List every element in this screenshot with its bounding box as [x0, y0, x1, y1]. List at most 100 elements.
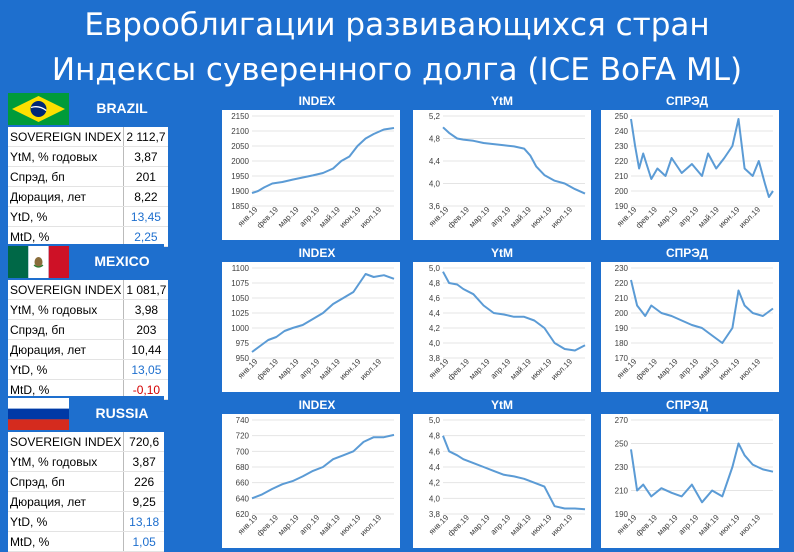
x-tick-label: фев.19 — [634, 357, 659, 382]
y-tick-label: 2050 — [231, 142, 249, 151]
stat-label: YtM, % годовых — [8, 451, 124, 472]
x-tick-label: фев.19 — [634, 205, 659, 230]
stat-value: 2 112,7 — [123, 127, 168, 147]
y-tick-label: 210 — [615, 294, 629, 303]
x-tick-label: мар.19 — [276, 357, 301, 382]
y-tick-label: 190 — [615, 324, 629, 333]
y-tick-label: 4,8 — [429, 279, 441, 288]
y-tick-label: 975 — [236, 339, 250, 348]
x-tick-label: фев.19 — [446, 513, 471, 538]
x-tick-label: фев.19 — [634, 513, 659, 538]
x-tick-label: май.19 — [508, 513, 533, 538]
country-name: RUSSIA — [95, 405, 149, 421]
stat-label: YtD, % — [8, 206, 124, 227]
stat-label: Спрэд, бп — [8, 319, 124, 340]
x-tick-label: июл.19 — [549, 513, 574, 538]
country-name: BRAZIL — [96, 100, 148, 116]
stat-label: Дюрация, лет — [8, 491, 124, 512]
y-tick-label: 190 — [615, 510, 629, 519]
russia-spread-chart: 190 210 230 250 270 янв.19 фев.19 мар.19 апр.19 м… — [601, 414, 779, 548]
table-row: Спрэд, бп 226 — [8, 471, 164, 492]
stat-value: 13,05 — [123, 359, 169, 380]
x-tick-label: фев.19 — [446, 357, 471, 382]
stat-label: SOVEREIGN INDEX — [8, 432, 124, 452]
y-tick-label: 240 — [615, 127, 629, 136]
series-line — [251, 433, 395, 500]
stat-value: 720,6 — [123, 432, 164, 452]
stat-value: 3,87 — [123, 146, 168, 167]
stat-label: Дюрация, лет — [8, 186, 124, 207]
series-line — [251, 127, 395, 195]
table-row: YtM, % годовых 3,87 — [8, 146, 168, 167]
y-tick-label: 2100 — [231, 127, 249, 136]
chart-title: YtM — [491, 94, 513, 108]
y-tick-label: 210 — [615, 172, 629, 181]
y-tick-label: 720 — [236, 432, 250, 441]
y-tick-label: 740 — [236, 416, 250, 425]
y-tick-label: 250 — [615, 440, 629, 449]
y-tick-label: 4,0 — [429, 339, 441, 348]
table-row: Дюрация, лет 10,44 — [8, 339, 169, 360]
page-title-line-2: Индексы суверенного долга (ICE BoFA ML) — [51, 52, 743, 88]
stats-table: SOVEREIGN INDEX 720,6 YtM, % годовых 3,87 … — [8, 432, 164, 552]
x-tick-label: июн.19 — [529, 205, 554, 230]
table-row: SOVEREIGN INDEX 720,6 — [8, 432, 164, 452]
y-tick-label: 3,6 — [429, 202, 441, 211]
x-tick-label: июн.19 — [338, 205, 363, 230]
x-tick-label: май.19 — [508, 357, 533, 382]
series-line — [442, 271, 586, 352]
stat-label: Спрэд, бп — [8, 471, 124, 492]
y-tick-label: 1850 — [231, 202, 249, 211]
series-line — [630, 118, 774, 198]
table-row: Дюрация, лет 8,22 — [8, 186, 168, 207]
chart-title: INDEX — [298, 246, 336, 260]
x-tick-label: фев.19 — [255, 513, 280, 538]
brazil-flag-icon — [8, 93, 69, 125]
stat-value: 9,25 — [123, 491, 164, 512]
stat-value: 3,98 — [123, 299, 169, 320]
x-tick-label: июл.19 — [358, 205, 383, 230]
x-tick-label: фев.19 — [255, 205, 280, 230]
chart-title: YtM — [491, 246, 513, 260]
x-tick-label: фев.19 — [255, 357, 280, 382]
y-tick-label: 3,8 — [429, 510, 441, 519]
x-tick-label: июл.19 — [737, 513, 762, 538]
x-tick-label: июл.19 — [358, 357, 383, 382]
brazil-spread-chart: 190 200 210 220 230 240 250 янв.19 фев.19 мар.19 а… — [601, 110, 779, 240]
y-tick-label: 680 — [236, 463, 250, 472]
x-tick-label: мар.19 — [276, 513, 301, 538]
stat-label: SOVEREIGN INDEX — [8, 127, 124, 147]
table-row: YtM, % годовых 3,98 — [8, 299, 169, 320]
y-tick-label: 4,8 — [429, 135, 441, 144]
chart-title: СПРЭД — [665, 398, 709, 412]
y-tick-label: 1100 — [232, 264, 250, 273]
stat-value: 3,87 — [123, 451, 164, 472]
x-tick-label: июн.19 — [338, 357, 363, 382]
russia-ytm-chart: 3,8 4,0 4,2 4,4 4,6 4,8 5,0 янв.19 фев.19 мар.19 а… — [413, 414, 591, 548]
y-tick-label: 4,8 — [429, 432, 441, 441]
x-tick-label: мар.19 — [467, 513, 492, 538]
mexico-ytm-chart: 3,8 4,0 4,2 4,4 4,6 4,8 5,0 янв.19 фев.19 мар.19 а… — [413, 262, 591, 392]
stat-value: 226 — [123, 471, 164, 492]
chart-title: INDEX — [298, 94, 336, 108]
page-title-line-1: Еврооблигации развивающихся стран — [84, 7, 710, 43]
y-tick-label: 3,8 — [429, 354, 441, 363]
brazil-ytm-chart: 3,6 4,0 4,4 4,8 5,2 янв.19 фев.19 мар.19 апр.19 м… — [413, 110, 591, 240]
x-tick-label: июн.19 — [529, 513, 554, 538]
table-row: Спрэд, бп 203 — [8, 319, 169, 340]
y-tick-label: 4,2 — [429, 479, 441, 488]
stat-value: 1 081,7 — [123, 280, 169, 300]
y-tick-label: 230 — [615, 264, 629, 273]
y-tick-label: 230 — [615, 463, 629, 472]
y-tick-label: 5,0 — [429, 264, 441, 273]
table-row: YtD, % 13,45 — [8, 206, 168, 227]
y-tick-label: 2000 — [231, 157, 249, 166]
x-tick-label: июн.19 — [717, 513, 742, 538]
x-tick-label: июл.19 — [737, 357, 762, 382]
stat-label: SOVEREIGN INDEX — [8, 280, 124, 300]
y-tick-label: 4,4 — [429, 157, 441, 166]
series-line — [630, 442, 774, 504]
x-tick-label: май.19 — [317, 357, 342, 382]
stat-value: 1,05 — [123, 531, 164, 552]
x-tick-label: июн.19 — [338, 513, 363, 538]
